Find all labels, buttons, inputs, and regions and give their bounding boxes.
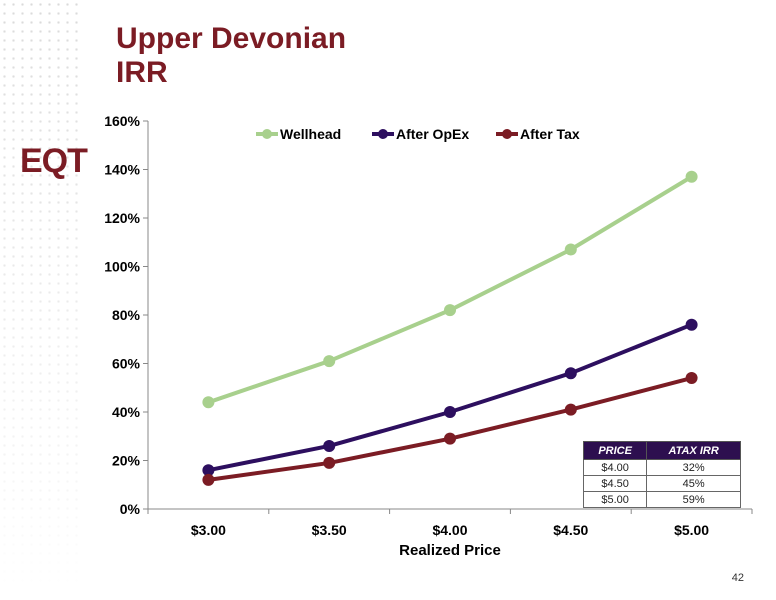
x-tick-label: $4.50: [553, 522, 588, 538]
data-point: [323, 456, 336, 469]
table-cell-price: $4.00: [582, 459, 648, 476]
data-point: [685, 170, 698, 183]
x-tick-label: $4.00: [432, 522, 467, 538]
data-point: [323, 439, 336, 452]
data-point: [564, 243, 577, 256]
table-header-atax-irr: ATAX IRR: [646, 441, 741, 460]
data-point: [564, 403, 577, 416]
y-tick-label: 160%: [104, 113, 140, 129]
eqt-logo: EQT: [20, 142, 88, 180]
data-point: [444, 304, 456, 317]
table-row: $4.00 32%: [582, 459, 741, 476]
data-point: [444, 406, 456, 418]
title-line-2: IRR: [116, 56, 168, 89]
x-axis-label: Realized Price: [399, 542, 501, 559]
data-point: [202, 473, 215, 486]
atax-irr-table: PRICE ATAX IRR $4.00 32% $4.50 45% $5.00…: [582, 441, 741, 508]
legend-swatch-marker: [262, 129, 272, 139]
table-cell-price: $5.00: [582, 491, 648, 508]
table-header-row: PRICE ATAX IRR: [582, 441, 741, 460]
data-point: [685, 318, 698, 331]
data-point: [564, 367, 577, 380]
x-tick-label: $3.00: [191, 522, 226, 538]
table-cell-irr: 45%: [646, 475, 741, 492]
table-row: $5.00 59%: [582, 491, 741, 508]
data-point: [202, 464, 215, 477]
data-point: [685, 372, 698, 385]
page-number: 42: [731, 572, 744, 584]
y-tick-label: 60%: [112, 356, 141, 372]
y-tick-label: 100%: [104, 259, 140, 275]
data-point: [202, 396, 215, 409]
legend-label: After Tax: [520, 126, 580, 142]
y-tick-label: 40%: [112, 404, 141, 420]
series-line: [207, 175, 693, 405]
slide-title: Upper Devonian IRR: [116, 22, 346, 90]
legend-label: After OpEx: [396, 126, 469, 142]
legend-swatch-marker: [502, 129, 512, 139]
y-tick-label: 140%: [104, 162, 140, 178]
y-tick-label: 120%: [104, 210, 140, 226]
data-point: [323, 355, 336, 368]
x-tick-label: $5.00: [674, 522, 709, 538]
table-header-price: PRICE: [582, 441, 648, 460]
legend-label: Wellhead: [280, 126, 341, 142]
y-tick-label: 20%: [112, 453, 141, 469]
table-cell-price: $4.50: [582, 475, 648, 492]
table-row: $4.50 45%: [582, 475, 741, 492]
legend-swatch-marker: [378, 129, 388, 139]
y-tick-label: 80%: [112, 307, 141, 323]
table-cell-irr: 32%: [646, 459, 741, 476]
dot-pattern-decoration: [0, 0, 82, 590]
data-point: [444, 432, 456, 445]
x-tick-label: $3.50: [312, 522, 347, 538]
table-cell-irr: 59%: [646, 491, 741, 508]
title-line-1: Upper Devonian: [116, 22, 347, 55]
y-tick-label: 0%: [120, 501, 141, 517]
